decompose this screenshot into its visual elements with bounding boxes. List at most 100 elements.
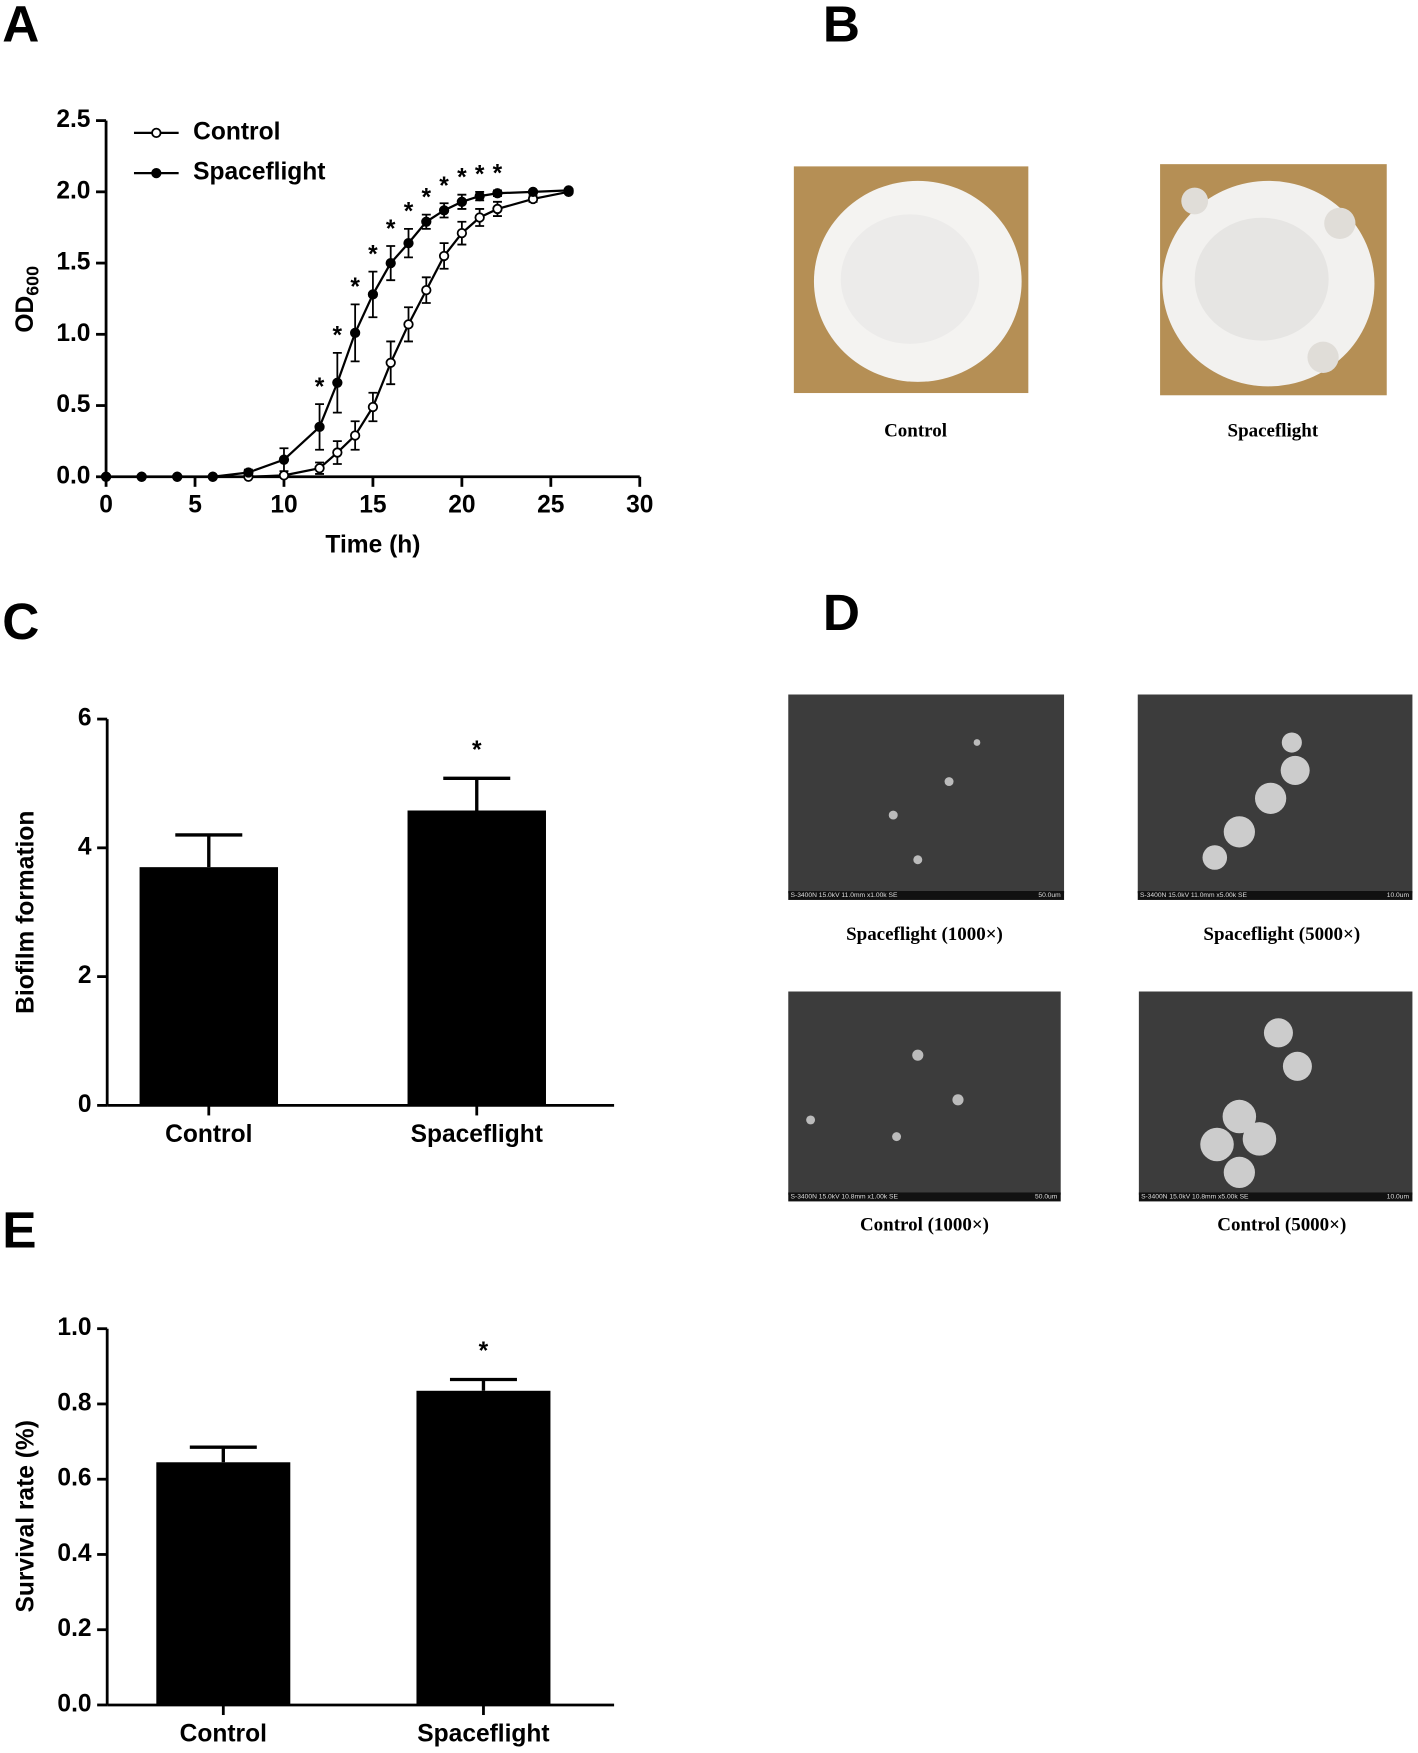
legend-label: Control: [193, 118, 280, 145]
y-tick-label: 0.2: [57, 1615, 91, 1642]
x-tick-label: 5: [188, 491, 202, 518]
marker: [278, 470, 290, 481]
image-info: S-3400N 15.0kV 11.0mm x5.00k SE: [1140, 892, 1247, 899]
significance-mark: *: [457, 165, 467, 192]
x-tick-label: 30: [626, 491, 653, 518]
y-tick-label: 0.6: [57, 1465, 91, 1492]
marker: [563, 185, 574, 196]
y-tick-label: 2.5: [56, 106, 90, 133]
panel-letter: A: [2, 0, 39, 52]
y-tick-label: 0.0: [56, 462, 90, 489]
significance-mark: *: [422, 184, 432, 211]
significance-mark: *: [333, 323, 343, 350]
y-tick-label: 0.4: [57, 1540, 91, 1567]
bar: [416, 1390, 551, 1705]
marker: [456, 228, 468, 239]
y-axis-label: Biofilm formation: [12, 811, 39, 1014]
sem-image: S-3400N 15.0kV 11.0mm x5.00k SE 10.0um: [1137, 694, 1413, 900]
sem-image: S-3400N 15.0kV 10.8mm x5.00k SE 10.0um: [1138, 991, 1413, 1202]
x-tick-label: 0: [99, 491, 113, 518]
legend-marker: [151, 127, 162, 139]
y-tick-label: 1.5: [56, 249, 90, 276]
marker: [332, 377, 343, 388]
y-tick-label: 0: [78, 1091, 92, 1118]
marker: [243, 467, 254, 478]
marker: [385, 257, 396, 269]
marker: [332, 447, 343, 458]
y-axis-label: Survival rate (%): [12, 1420, 39, 1612]
marker: [278, 454, 290, 465]
x-tick-label: Spaceflight: [411, 1121, 543, 1148]
bar: [156, 1462, 291, 1705]
x-tick-label: Control: [165, 1121, 252, 1148]
x-tick-label: 25: [537, 491, 564, 518]
x-tick-label: 20: [448, 491, 475, 518]
marker: [403, 319, 414, 330]
marker: [456, 196, 468, 207]
legend-marker: [151, 167, 162, 179]
x-tick-label: 10: [270, 491, 297, 518]
image-caption: Spaceflight (1000×): [846, 924, 1003, 945]
y-tick-label: 2.0: [56, 177, 90, 204]
significance-mark: *: [315, 374, 325, 401]
y-tick-label: 2: [78, 962, 92, 989]
image-info: S-3400N 15.0kV 11.0mm x1.00k SE: [791, 892, 898, 899]
x-tick-label: Spaceflight: [417, 1721, 549, 1748]
panel-letter: B: [823, 0, 860, 52]
legend-label: Spaceflight: [193, 159, 325, 186]
error-bar: [175, 833, 243, 868]
marker: [438, 205, 450, 216]
image-scale: 10.0um: [1387, 1194, 1410, 1201]
marker: [367, 401, 379, 413]
x-tick-label: 15: [359, 491, 386, 518]
y-tick-label: 6: [78, 705, 92, 732]
marker: [100, 471, 112, 482]
y-axis-label: OD600: [12, 266, 42, 333]
y-tick-label: 1.0: [57, 1314, 91, 1341]
error-bar: [189, 1445, 257, 1463]
marker: [314, 463, 325, 474]
marker: [492, 203, 503, 215]
image-info: S-3400N 15.0kV 10.8mm x5.00k SE: [1141, 1194, 1249, 1201]
significance-mark: *: [479, 1338, 489, 1365]
image-caption: Control: [884, 420, 947, 441]
significance-mark: *: [404, 199, 414, 226]
y-tick-label: 4: [78, 833, 92, 860]
marker: [349, 430, 361, 441]
image-scale: 10.0um: [1387, 892, 1410, 899]
error-bar: [449, 1377, 517, 1391]
marker: [492, 188, 503, 199]
significance-mark: *: [493, 160, 503, 187]
y-tick-label: 0.8: [57, 1389, 91, 1416]
marker: [438, 250, 450, 262]
image-scale: 50.0um: [1038, 892, 1061, 899]
significance-mark: *: [475, 162, 485, 189]
panel-letter: C: [2, 593, 39, 650]
image-caption: Spaceflight: [1228, 420, 1319, 441]
significance-mark: *: [386, 216, 396, 243]
x-axis-label: Time (h): [325, 531, 420, 558]
image-caption: Control (1000×): [860, 1214, 989, 1235]
marker: [403, 237, 414, 249]
marker: [474, 212, 485, 223]
colony-photo: [793, 166, 1029, 394]
image-caption: Control (5000×): [1217, 1214, 1346, 1235]
marker: [136, 471, 147, 482]
y-tick-label: 0.0: [57, 1690, 91, 1717]
marker: [527, 186, 539, 197]
marker: [385, 357, 396, 368]
bar: [139, 867, 279, 1106]
panel-letter: E: [2, 1201, 36, 1258]
x-tick-label: Control: [180, 1721, 267, 1748]
marker: [349, 327, 361, 339]
sem-image: S-3400N 15.0kV 11.0mm x1.00k SE 50.0um: [788, 694, 1065, 900]
bar: [407, 810, 546, 1106]
panel-letter: D: [823, 584, 860, 641]
significance-mark: *: [472, 737, 482, 764]
marker: [367, 289, 379, 300]
sem-image: S-3400N 15.0kV 10.8mm x1.00k SE 50.0um: [788, 991, 1061, 1202]
marker: [314, 421, 325, 433]
marker: [421, 216, 432, 227]
y-tick-label: 0.5: [56, 391, 90, 418]
